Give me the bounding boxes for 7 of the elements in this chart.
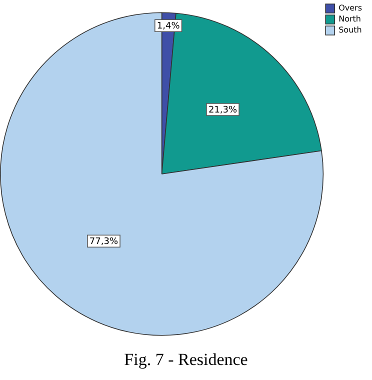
legend-label: North xyxy=(338,14,361,24)
data-label: 1,4% xyxy=(156,22,180,32)
data-label: 21,3% xyxy=(208,105,238,116)
legend-label: Overs xyxy=(338,4,362,13)
data-label: 77,3% xyxy=(89,236,118,247)
caption: Fig. 7 - Residence xyxy=(123,350,249,370)
legend-label: South xyxy=(338,26,362,35)
